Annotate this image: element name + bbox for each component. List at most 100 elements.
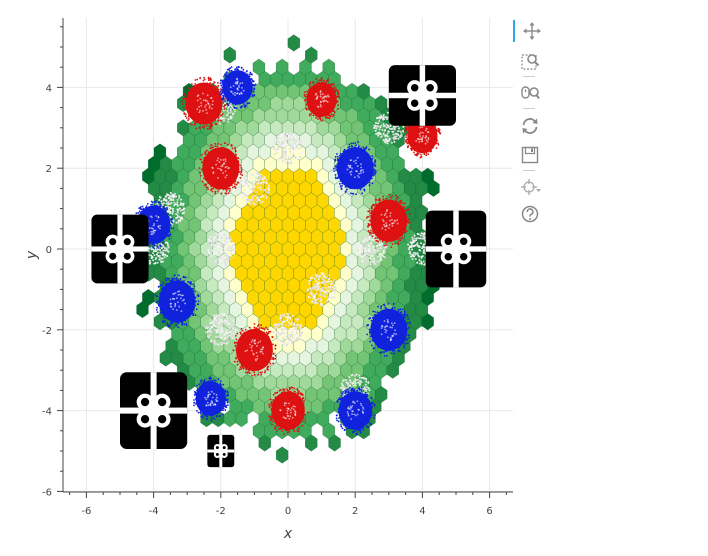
ornament-speck xyxy=(159,311,162,314)
snow-dot xyxy=(221,234,224,237)
ornament-speck xyxy=(264,326,267,329)
snow-dot xyxy=(256,186,259,189)
ornament-speck xyxy=(214,192,217,195)
snow-dot xyxy=(161,257,164,260)
ornament-speck xyxy=(379,345,382,348)
ornament-speck xyxy=(188,118,190,120)
ornament-speck xyxy=(274,354,277,357)
ornament-shine xyxy=(394,329,396,332)
ornament-speck xyxy=(405,324,407,327)
ornament-speck xyxy=(148,206,150,209)
ornament-speck xyxy=(200,379,203,381)
ornament-speck xyxy=(303,93,306,96)
ornament-speck xyxy=(266,332,269,335)
ornament-speck xyxy=(368,219,371,222)
ornament-speck xyxy=(352,192,355,195)
ornament-speck xyxy=(363,188,366,191)
ornament-speck xyxy=(407,334,410,337)
ornament-shine xyxy=(200,101,202,104)
ornament-speck xyxy=(398,204,401,207)
ornament-speck xyxy=(320,115,323,118)
snow-dot xyxy=(379,253,382,256)
ornament-speck xyxy=(245,366,248,369)
snow-dot xyxy=(249,183,252,186)
ornament-speck xyxy=(182,281,185,284)
ornament-shine xyxy=(206,401,209,404)
ornament-speck xyxy=(207,77,210,80)
ornament-speck xyxy=(372,335,375,338)
ornament-speck xyxy=(375,232,378,234)
snow-dot xyxy=(355,373,358,376)
ornament-speck xyxy=(408,226,411,229)
snow-dot xyxy=(300,145,303,148)
ornament-shine xyxy=(386,318,389,321)
ornament-speck xyxy=(335,169,338,172)
snow-dot xyxy=(230,317,233,320)
ornament xyxy=(193,376,230,422)
ornament-speck xyxy=(372,231,375,234)
snow-dot xyxy=(222,321,225,324)
snow-dot xyxy=(282,327,285,330)
snow-dot xyxy=(165,241,168,244)
ornament-shine xyxy=(386,209,388,211)
snow-dot xyxy=(220,342,223,345)
ornament-speck xyxy=(213,81,216,84)
ornament-speck xyxy=(160,295,162,298)
snow-dot xyxy=(277,147,280,150)
snow-dot xyxy=(291,315,294,318)
ornament-speck xyxy=(162,206,165,209)
ornament-speck xyxy=(382,351,385,353)
ornament-speck xyxy=(370,218,373,221)
ornament-shine xyxy=(157,216,160,219)
ornament-speck xyxy=(240,368,243,370)
snow-dot xyxy=(222,241,225,244)
ornament-speck xyxy=(194,314,197,317)
snow-dot xyxy=(285,139,288,142)
ornament-speck xyxy=(407,145,410,147)
ornament-speck xyxy=(374,198,377,201)
snow-dot xyxy=(220,244,223,247)
ornament-speck xyxy=(217,147,220,150)
snow-dot xyxy=(261,200,264,203)
ornament-shine xyxy=(199,97,202,100)
snow-dot xyxy=(169,195,172,198)
ornament-speck xyxy=(404,316,407,319)
ornament-speck xyxy=(332,90,335,93)
ornament-speck xyxy=(293,430,296,432)
ornament-shine xyxy=(155,215,158,217)
ornament-speck xyxy=(371,339,374,342)
ornament-speck xyxy=(435,130,438,132)
ornament-shine xyxy=(386,320,389,323)
ornament-speck xyxy=(185,102,187,104)
ornament-speck xyxy=(371,235,374,238)
ornament-shine xyxy=(205,404,208,407)
ornament-speck xyxy=(189,281,192,283)
ornament-ball xyxy=(336,147,374,190)
snow-dot xyxy=(399,130,402,133)
ornament-speck xyxy=(181,280,183,283)
ornament-speck xyxy=(168,229,171,232)
snow-dot xyxy=(220,249,223,252)
snow-dot xyxy=(223,234,226,237)
ornament-speck xyxy=(369,330,372,333)
snow-dot xyxy=(299,324,302,327)
ornament-shine xyxy=(217,176,219,179)
snow-dot xyxy=(384,116,387,119)
snow-dot xyxy=(368,238,371,241)
ornament-speck xyxy=(161,237,164,240)
snow-dot xyxy=(160,247,163,250)
ornament-shine xyxy=(283,404,286,407)
snow-dot xyxy=(265,179,268,182)
ornament-shine xyxy=(286,412,289,415)
ornament-speck xyxy=(404,342,407,345)
snow-dot xyxy=(288,321,291,324)
ornament-shine xyxy=(383,223,385,226)
ornament-speck xyxy=(196,78,199,81)
ornament-speck xyxy=(373,346,376,349)
ornament-shine xyxy=(385,216,388,218)
snow-dot xyxy=(377,249,380,252)
snow-dot xyxy=(358,376,361,379)
ornament-speck xyxy=(309,88,312,90)
snow-dot xyxy=(228,257,231,260)
snow-dot xyxy=(329,285,332,288)
